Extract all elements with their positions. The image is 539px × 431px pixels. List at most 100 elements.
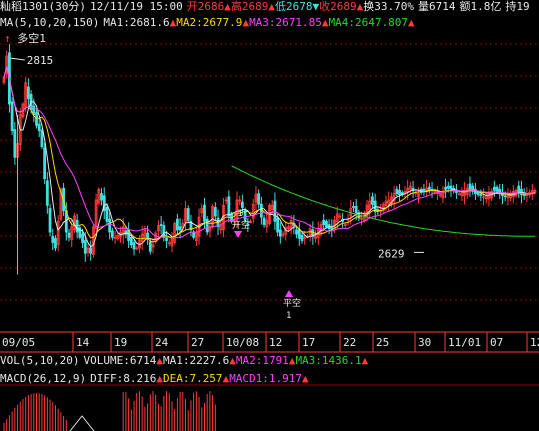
candle-body: [295, 229, 298, 235]
ma2-value: MA2:2677.9: [176, 16, 243, 29]
candle-body: [170, 237, 174, 247]
x-tick-label: 27: [191, 336, 204, 349]
volume-legend-row: VOL(5,10,20) VOLUME:6714▲MA1:2227.6▲MA2:1…: [0, 354, 368, 368]
candle-body: [471, 185, 475, 192]
x-tick-label: 19: [114, 336, 127, 349]
hold-label: 持: [505, 0, 517, 13]
candle-body: [5, 55, 9, 74]
up-arrow-icon: ▲: [222, 372, 230, 385]
candle-body: [398, 189, 401, 196]
candle-body: [506, 195, 510, 199]
ma3-line: [3, 66, 536, 239]
candle-body: [151, 244, 155, 248]
candle-body: [148, 241, 152, 252]
candle-body: [35, 112, 38, 126]
candle-body: [56, 220, 60, 246]
candle-body: [533, 189, 537, 193]
candle-body: [433, 191, 437, 193]
up-arrow-icon: ▲: [356, 0, 364, 13]
candle-body: [70, 226, 74, 240]
macd-label: MACD(26,12,9): [0, 372, 87, 385]
candle-body: [322, 219, 326, 225]
turnover-value: 33.70%: [374, 0, 414, 13]
candle-body: [468, 183, 472, 190]
candle-body: [241, 201, 244, 208]
open-label: 开: [186, 0, 198, 13]
up-arrow-icon: ↑: [4, 32, 11, 45]
signal-number: 1: [286, 311, 291, 321]
amount-label: 额: [459, 0, 471, 13]
ma-lines: [3, 66, 536, 248]
candle-body: [262, 217, 266, 225]
up-arrow-icon: ▲: [229, 354, 236, 367]
candle-body: [94, 199, 98, 230]
x-tick-label: 24: [155, 336, 169, 349]
candle-body: [476, 192, 480, 196]
candle-body: [10, 101, 14, 132]
candle-body: [387, 199, 391, 204]
candle-body: [278, 229, 282, 237]
candle-body: [83, 240, 87, 254]
candle-body: [178, 226, 182, 231]
candle-body: [110, 230, 114, 238]
candle-body: [219, 225, 223, 231]
vol-ma3-value: MA3:1436.1: [295, 354, 362, 367]
candle-body: [167, 242, 171, 245]
down-arrow-icon: ▼: [312, 0, 320, 13]
x-tick-label: 30: [418, 336, 431, 349]
candle-body: [525, 194, 529, 197]
x-tick-label: 09/05: [2, 336, 35, 349]
candle-body: [86, 247, 90, 253]
x-tick-label: 10/08: [226, 336, 259, 349]
candle-body: [159, 224, 163, 227]
x-tick-label: 11/01: [448, 336, 481, 349]
candle-body: [373, 200, 377, 213]
x-tick-label: 14: [76, 336, 90, 349]
candle-body: [175, 218, 179, 231]
candle-body: [165, 237, 168, 241]
ma3-value: MA3:2671.85: [249, 16, 322, 29]
volume-label: 量: [417, 0, 429, 13]
candle-body: [449, 185, 453, 190]
candle-body: [2, 76, 6, 84]
candle-body: [54, 237, 57, 249]
x-axis-ticks: 09/05 14 19 24 27 10/08 12 17 22 25 30 11/01 07 12: [2, 332, 539, 352]
candle-body: [192, 231, 196, 238]
candle-body: [257, 193, 261, 205]
candle-body: [59, 188, 63, 220]
candle-body: [173, 223, 177, 244]
candle-body: [422, 188, 426, 191]
signal-row: ↑ 多空1: [4, 32, 46, 46]
up-arrow-icon: ▲: [169, 16, 177, 29]
macd-panel: [3, 391, 216, 431]
candle-body: [417, 193, 420, 198]
candle-body: [495, 186, 499, 192]
ma2-line: [3, 66, 536, 243]
candle-body: [102, 195, 106, 212]
ma4-value: MA4:2647.807: [328, 16, 409, 29]
candle-body: [48, 208, 52, 233]
candle-body: [235, 199, 239, 220]
close-value: 2689: [330, 0, 357, 13]
candle-body: [97, 188, 101, 204]
volume-value: VOLUME:6714: [83, 354, 157, 367]
high-label: 高: [230, 0, 242, 13]
candle-body: [251, 203, 255, 219]
candle-body: [335, 213, 339, 222]
candle-body: [425, 187, 429, 190]
candle-body: [224, 199, 228, 202]
up-arrow-icon: ▲: [408, 16, 415, 29]
candle-body: [13, 129, 17, 158]
candle-body: [352, 205, 355, 208]
up-arrow-icon: ▲: [268, 0, 275, 13]
candle-body: [287, 226, 290, 230]
candle-body: [205, 218, 209, 233]
x-tick-label: 22: [343, 336, 356, 349]
candle-body: [32, 105, 36, 116]
candle-body: [503, 195, 507, 198]
up-arrow-icon: ▲: [156, 354, 163, 367]
candle-body: [227, 196, 231, 217]
candle-body: [517, 185, 521, 193]
candle-body: [498, 188, 502, 194]
